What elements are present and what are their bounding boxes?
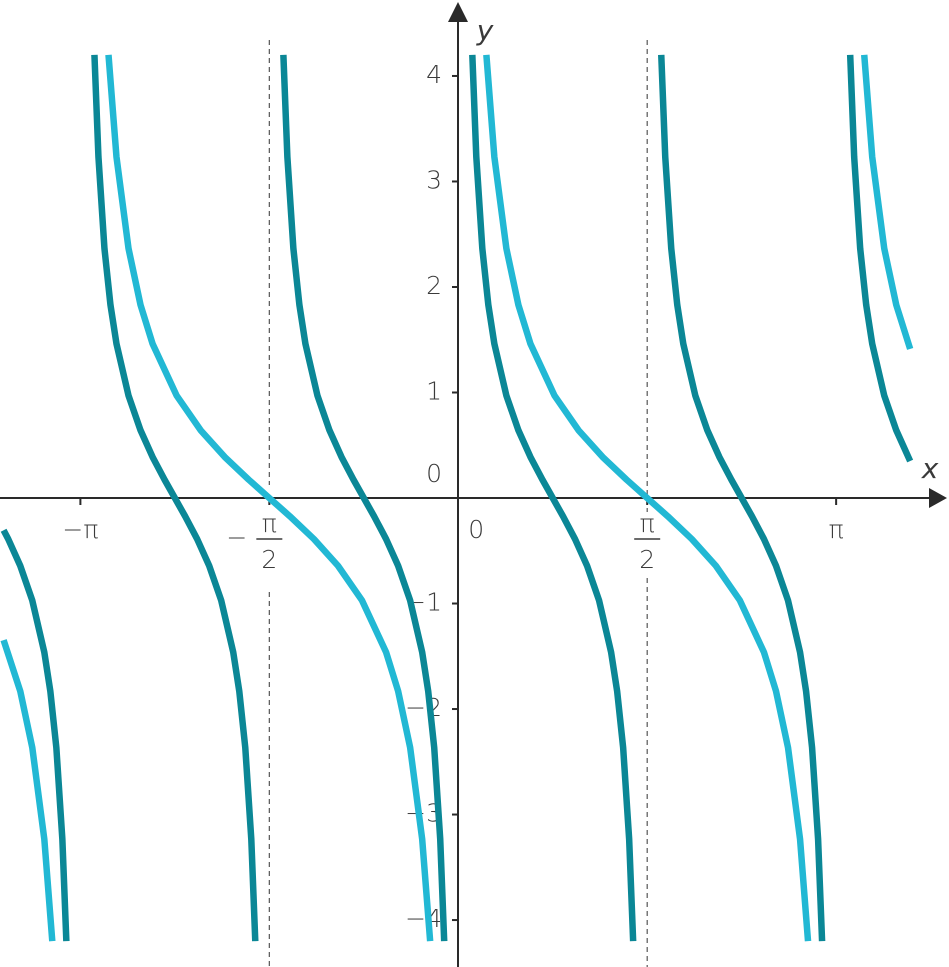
x-tick-sign: − [226,523,247,552]
x-tick-numerator: π [262,509,277,538]
curve [0,54,914,942]
y-tick-label: 4 [426,60,442,89]
x-tick-label: −π [62,515,98,544]
y-tick-label: 2 [426,271,442,300]
y-tick-label: 3 [426,165,442,194]
x-tick-denominator: 2 [639,545,655,574]
y-axis-arrow [448,2,468,22]
x-axis-label: x [921,452,939,485]
x-tick-denominator: 2 [261,545,277,574]
curve [0,54,914,942]
y-tick-label: 1 [426,376,442,405]
y-axis-label: y [476,14,494,47]
x-tick-numerator: π [640,509,655,538]
x-axis-arrow [929,488,947,508]
y-tick-label: 0 [426,459,442,488]
x-tick-label: 0 [468,515,484,544]
y-tick-label: −2 [405,693,442,722]
y-tick-label: −4 [405,904,442,933]
background-layer [268,40,648,967]
x-tick-label: π [829,515,844,544]
